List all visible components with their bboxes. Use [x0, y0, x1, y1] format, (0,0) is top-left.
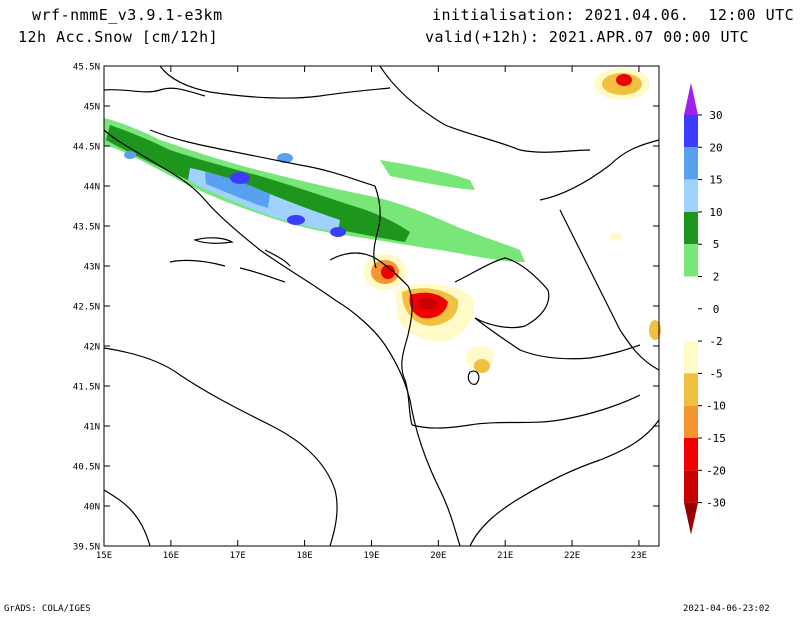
pale-patch-6: [610, 233, 622, 241]
border-hungary: [159, 65, 391, 99]
pale-patch-5: [649, 320, 661, 340]
lon-label: 16E: [163, 551, 179, 561]
colorbar-label: 0: [713, 303, 720, 316]
colorbar-label: 15: [709, 174, 722, 187]
lon-label: 20E: [430, 551, 446, 561]
colorbar-segment: [684, 211, 698, 245]
green-band: [104, 118, 525, 262]
border-albania: [401, 285, 413, 426]
border-slovenia-croatia: [103, 87, 206, 97]
colorbar-segment: [684, 438, 698, 471]
coastlines-borders: [103, 65, 660, 547]
colorbar-label: -20: [706, 464, 726, 477]
border-romania-danube: [379, 65, 591, 153]
footer-credit: GrADS: COLA/IGES: [4, 604, 91, 614]
red-patch-1: [381, 265, 395, 279]
italy-coast: [103, 347, 338, 547]
red-patch-4: [616, 74, 632, 86]
lat-label: 45.5N: [73, 63, 100, 73]
blue-cell-5: [277, 153, 293, 163]
island-2: [169, 259, 226, 267]
colorbar-label: 20: [709, 141, 722, 154]
colorbar-segment: [684, 147, 698, 180]
lat-label: 42N: [84, 343, 100, 353]
colorbar-segment: [684, 470, 698, 503]
colorbar-over-triangle: [684, 83, 698, 115]
colorbar-label: -5: [709, 367, 722, 380]
lake-ohrid: [467, 370, 480, 385]
lon-label: 15E: [96, 551, 112, 561]
border-serbia-bulgaria: [559, 209, 660, 371]
blue-cell-3: [330, 227, 346, 237]
lat-label: 44N: [84, 183, 100, 193]
blue-cell-1: [230, 172, 250, 184]
colorbar-segment: [684, 276, 698, 309]
lat-label: 41N: [84, 423, 100, 433]
colorbar-label: 30: [709, 109, 722, 122]
colorbar-segment: [684, 179, 698, 212]
field-title: 12h Acc.Snow [cm/12h]: [18, 28, 219, 46]
colorbar-label: 10: [709, 206, 722, 219]
lat-label: 43N: [84, 263, 100, 273]
colorbar-segment: [684, 308, 698, 342]
island-1: [193, 237, 234, 244]
lat-label: 39.5N: [73, 543, 100, 553]
blue-cell-2: [287, 215, 305, 225]
border-kosovo: [454, 257, 550, 329]
colorbar-label: 2: [713, 271, 720, 284]
greece-coast: [469, 419, 660, 547]
colorbar-segment: [684, 373, 698, 406]
lat-label: 44.5N: [73, 143, 100, 153]
lat-label: 40N: [84, 503, 100, 513]
lat-label: 40.5N: [73, 463, 100, 473]
island-3: [239, 267, 286, 283]
darkred-patch: [419, 297, 437, 309]
init-time: initialisation: 2021.04.06. 12:00 UTC: [432, 6, 795, 24]
axis-labels: 45.5N 45N 44.5N 44N 43.5N 43N 42.5N 42N 41.5N 41N…: [73, 63, 659, 561]
colorbar-label: -2: [709, 335, 722, 348]
yellow-patch-3: [474, 359, 490, 373]
lon-label: 22E: [564, 551, 580, 561]
mid-blue-area: [205, 172, 270, 208]
lat-label: 41.5N: [73, 383, 100, 393]
lat-label: 42.5N: [73, 303, 100, 313]
map-frame: [104, 66, 659, 546]
colorbar-segment: [684, 341, 698, 374]
colorbar-segment: [684, 244, 698, 277]
colorbar-label: -10: [706, 400, 726, 413]
border-macedonia: [474, 317, 641, 360]
colorbar-label: -15: [706, 432, 726, 445]
border-croatia-bosnia: [149, 129, 376, 187]
colorbar-label: -30: [706, 497, 726, 510]
border-bulgaria: [539, 139, 660, 201]
lon-label: 21E: [497, 551, 513, 561]
model-title: wrf-nmmE_v3.9.1-e3km: [32, 6, 223, 24]
island-4: [264, 249, 291, 267]
lat-label: 45N: [84, 103, 100, 113]
colorbar-label: 5: [713, 238, 720, 251]
lat-label: 43.5N: [73, 223, 100, 233]
colorbar-segment: [684, 405, 698, 438]
lon-label: 23E: [631, 551, 647, 561]
dark-green-band: [106, 125, 410, 242]
snow-shading: [104, 68, 661, 373]
blue-cell-4: [124, 151, 136, 159]
green-band-2: [380, 160, 475, 190]
border-montenegro: [329, 252, 409, 287]
lon-label: 18E: [296, 551, 312, 561]
lon-label: 17E: [230, 551, 246, 561]
valid-time: valid(+12h): 2021.APR.07 00:00 UTC: [425, 28, 750, 46]
italy-heel: [103, 489, 151, 547]
footer-timestamp: 2021-04-06-23:02: [683, 604, 770, 614]
balkan-coast: [103, 129, 461, 547]
colorbar-segment: [684, 115, 698, 148]
colorbar-under-triangle: [684, 502, 698, 535]
border-greece: [411, 394, 641, 429]
lon-label: 19E: [363, 551, 379, 561]
